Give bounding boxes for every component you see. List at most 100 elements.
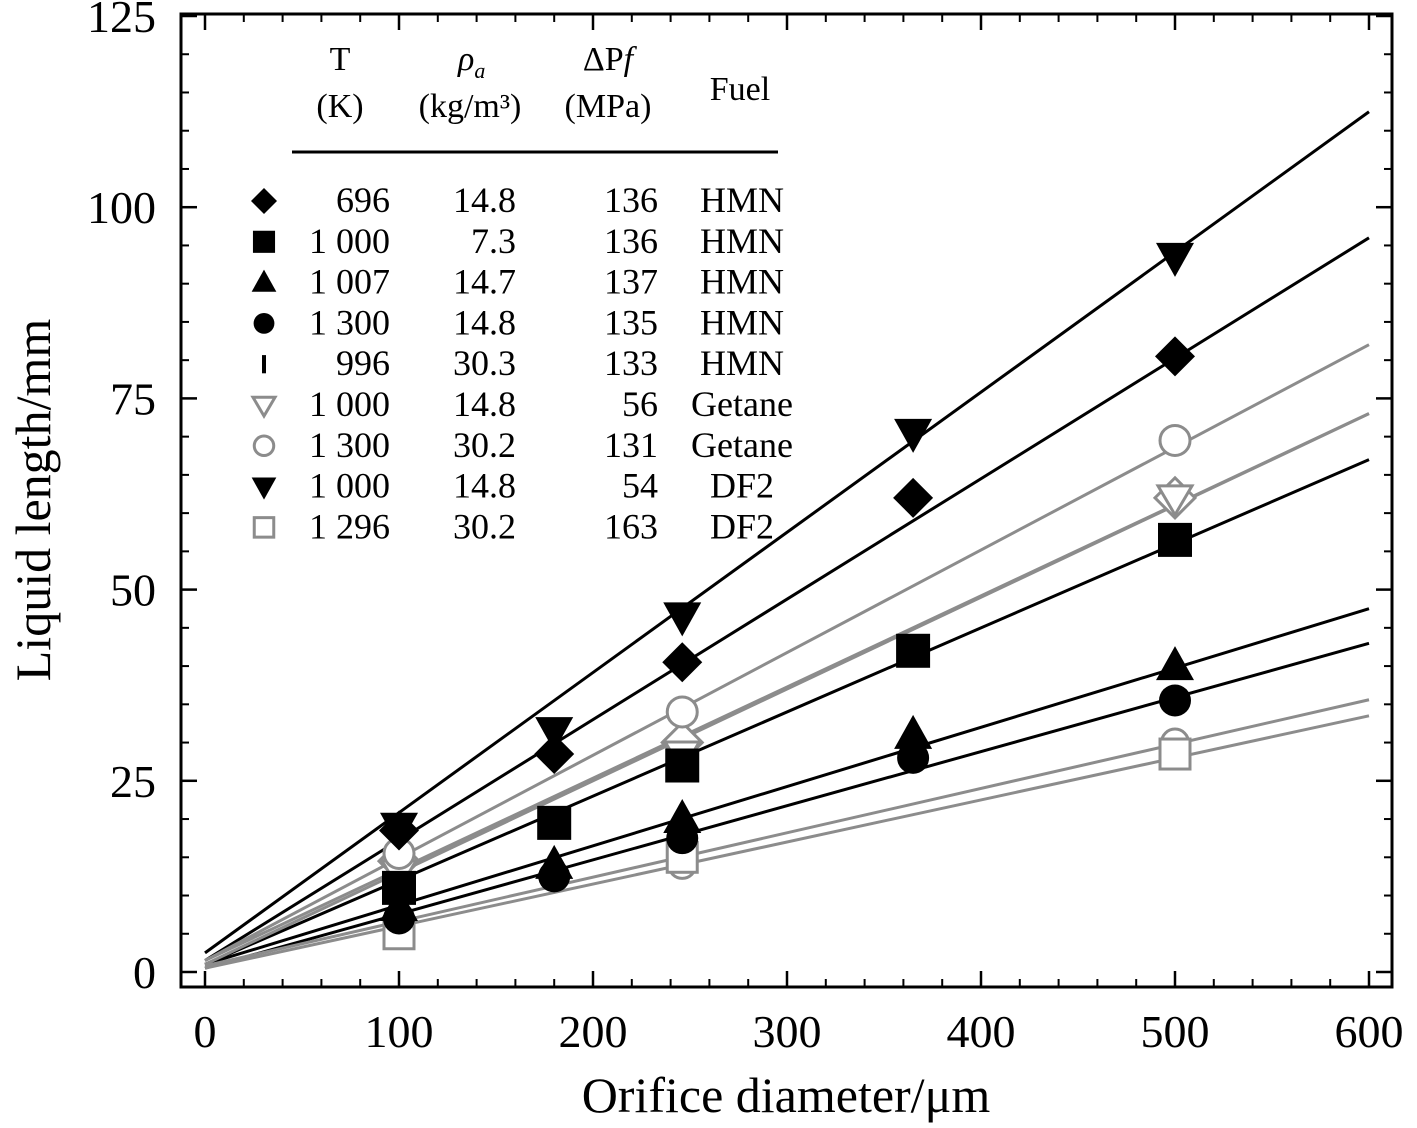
axes: 0 100 200 300 400 500 600 0 25 50 75 100 125 Orifice … [5, 0, 1404, 1123]
data-point-triangle-down-filled [1156, 242, 1194, 277]
legend-dp: 136 [604, 221, 658, 261]
data-point-diamond-filled [662, 642, 703, 683]
x-tick-label: 0 [194, 1006, 217, 1057]
y-tick-label: 75 [110, 373, 156, 424]
data-point-circle-open [665, 695, 699, 729]
legend-T: 1 296 [309, 506, 390, 546]
legend-dp: 133 [604, 343, 658, 383]
legend-header-T-unit: (K) [316, 88, 363, 125]
legend-rho: 30.2 [453, 506, 516, 546]
data-point-diamond-filled [893, 477, 934, 518]
legend-T: 1 300 [309, 425, 390, 465]
x-tick-label: 200 [559, 1006, 628, 1057]
data-point-circle-open [1158, 423, 1192, 457]
legend-fuel: DF2 [710, 506, 774, 546]
legend-rho: 7.3 [471, 221, 516, 261]
legend-header-fuel: Fuel [710, 71, 770, 108]
fit-line [204, 714, 1370, 970]
x-axis-title: Orifice diameter/μm [582, 1067, 991, 1123]
x-tick-label: 400 [947, 1006, 1016, 1057]
data-point-square-filled [896, 633, 931, 668]
legend-marker [252, 230, 276, 253]
data-point-diamond-filled [1155, 336, 1195, 377]
x-tick-label: 600 [1335, 1006, 1404, 1057]
legend-dp: 136 [604, 180, 658, 220]
data-point-triangle-up-filled [1156, 646, 1194, 681]
data-point-triangle-down-filled [380, 812, 418, 847]
fit-line [204, 641, 1370, 970]
legend-dp: 56 [622, 384, 658, 424]
legend-rho: 14.8 [453, 384, 516, 424]
legend-T: 1 300 [309, 302, 390, 342]
legend-marker [251, 477, 277, 500]
legend-fuel: HMN [700, 302, 784, 342]
data-point-circle-filled [383, 902, 415, 935]
legend-header-dp-f: f [624, 41, 638, 78]
legend-marker [251, 188, 277, 214]
legend-T: 1 000 [309, 384, 390, 424]
legend-marker [250, 395, 278, 420]
legend-header-T: T [330, 41, 351, 78]
legend-dp: 131 [604, 425, 658, 465]
legend-fuel: HMN [700, 262, 784, 302]
data-point-triangle-up-filled [663, 799, 702, 834]
legend-header-dp: ΔPf [583, 41, 638, 78]
legend-fuel: HMN [700, 180, 784, 220]
y-tick-label: 100 [87, 182, 156, 233]
data-point-diamond-filled [534, 734, 575, 775]
legend: T (K) ρa (kg/m³) ΔPf (MPa) Fuel 696 14.8 136 HMN 1 … [250, 41, 793, 546]
data-markers [376, 242, 1198, 951]
legend-marker [262, 355, 266, 374]
legend-header-rho: ρa [457, 41, 485, 83]
y-axis-title: Liquid length/mm [5, 319, 61, 682]
legend-fuel: DF2 [710, 466, 774, 506]
legend-fuel: Getane [691, 384, 793, 424]
legend-dp: 163 [604, 506, 658, 546]
legend-marker [252, 434, 276, 458]
legend-T: 1 007 [309, 262, 390, 302]
legend-dp: 137 [604, 262, 658, 302]
data-point-square-open [1158, 737, 1192, 771]
legend-header-rho-unit: (kg/m³) [419, 88, 522, 125]
y-tick-label: 50 [110, 565, 156, 616]
data-point-triangle-down-filled [663, 602, 702, 637]
legend-marker [252, 516, 276, 539]
legend-dp: 54 [622, 466, 658, 506]
legend-rho: 14.7 [453, 262, 516, 302]
data-point-square-filled [1158, 522, 1192, 557]
data-point-square-filled [537, 805, 572, 840]
y-tick-label: 125 [87, 0, 156, 42]
legend-T: 1 000 [309, 221, 390, 261]
x-tick-label: 500 [1141, 1006, 1210, 1057]
data-point-square-filled [665, 748, 700, 783]
data-point-circle-filled [897, 741, 930, 774]
fit-line [204, 607, 1370, 966]
data-point-triangle-down-open [1155, 484, 1195, 518]
legend-fuel: HMN [700, 221, 784, 261]
y-tick-label: 0 [133, 947, 156, 998]
legend-header-dp-unit: (MPa) [565, 88, 652, 125]
data-point-triangle-down-filled [535, 717, 574, 752]
legend-rho: 14.8 [453, 180, 516, 220]
data-point-triangle-down-filled [894, 418, 933, 453]
legend-T: 996 [336, 343, 390, 383]
data-point-circle-filled [1159, 684, 1191, 717]
data-point-circle-filled [538, 860, 571, 893]
y-tick-label: 25 [110, 756, 156, 807]
data-point-triangle-up-filled [894, 714, 933, 749]
legend-rho: 14.8 [453, 466, 516, 506]
legend-marker [253, 313, 275, 334]
data-point-circle-filled [666, 822, 699, 855]
legend-T: 696 [336, 180, 390, 220]
legend-rho: 14.8 [453, 302, 516, 342]
x-tick-label: 300 [753, 1006, 822, 1057]
legend-fuel: Getane [691, 425, 793, 465]
legend-rho: 30.3 [453, 343, 516, 383]
legend-marker [251, 269, 277, 292]
legend-rho: 30.2 [453, 425, 516, 465]
legend-dp: 135 [604, 302, 658, 342]
legend-header-rho-sub: a [474, 58, 485, 83]
x-tick-label: 100 [365, 1006, 434, 1057]
legend-T: 1 000 [309, 466, 390, 506]
